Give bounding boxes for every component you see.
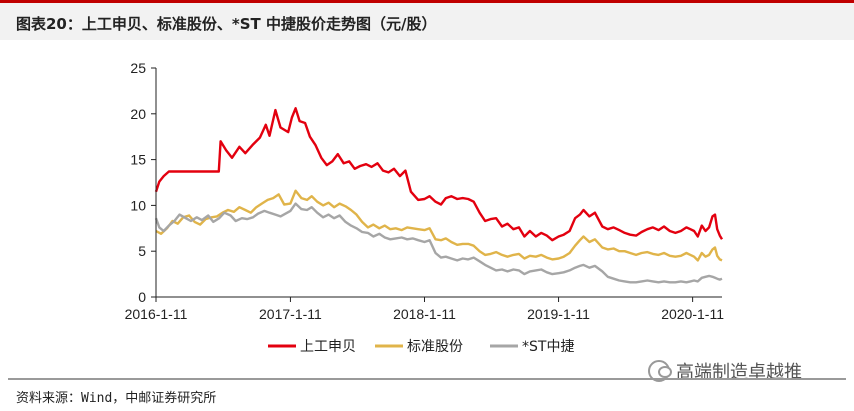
legend-label-0: 上工申贝 — [300, 339, 356, 355]
series-line-0 — [154, 107, 724, 242]
series-group — [154, 107, 724, 284]
chart-header: 图表20：上工申贝、标准股份、*ST 中捷股价走势图（元/股） — [0, 0, 854, 40]
x-tick-label: 2016-1-11 — [125, 306, 188, 322]
legend-label-2: *ST中捷 — [522, 339, 574, 355]
wechat-icon — [648, 360, 672, 382]
chart-title: 图表20：上工申贝、标准股份、*ST 中捷股价走势图（元/股） — [16, 15, 437, 33]
y-tick-label: 5 — [138, 243, 146, 259]
legend-label-1: 标准股份 — [407, 339, 463, 355]
watermark: 高端制造卓越推 — [648, 358, 802, 384]
source-note: 资料来源：Wind，中邮证券研究所 — [16, 391, 217, 406]
series-line-1 — [155, 189, 723, 262]
watermark-text: 高端制造卓越推 — [676, 362, 802, 383]
x-tick-label: 2020-1-11 — [661, 306, 724, 322]
x-tick-label: 2017-1-11 — [259, 306, 322, 322]
axes: 0 5 10 15 20 25 2016-1-11 2017-1-11 2018-1-11 201… — [125, 60, 725, 322]
x-tick-label: 2019-1-11 — [527, 306, 590, 322]
y-tick-label: 25 — [130, 60, 146, 76]
x-tick-label: 2018-1-11 — [393, 306, 456, 322]
y-tick-label: 15 — [130, 152, 146, 168]
legend: 上工申贝 标准股份 *ST中捷 — [268, 339, 574, 355]
footer-divider — [8, 378, 846, 380]
y-tick-label: 10 — [130, 197, 146, 213]
y-tick-label: 0 — [138, 289, 146, 305]
series-line-2 — [154, 202, 723, 284]
y-tick-label: 20 — [130, 106, 146, 122]
